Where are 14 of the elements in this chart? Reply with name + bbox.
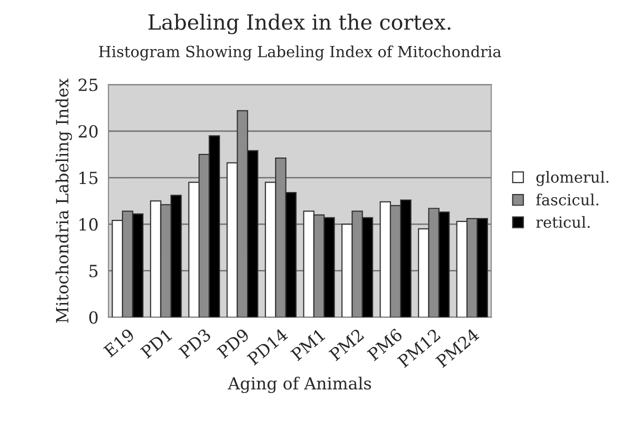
x-tick-label: E19 — [102, 328, 136, 358]
y-tick-label: 25 — [78, 78, 98, 92]
chart-title: Labeling Index in the cortex. — [148, 14, 450, 34]
legend-label: glomerul. — [536, 171, 608, 186]
y-tick-label: 15 — [80, 172, 98, 184]
y-tick-label: 5 — [90, 264, 98, 278]
y-axis-title: Mitochondria Labeling Index — [56, 78, 72, 323]
y-tick-label: 20 — [78, 125, 98, 138]
y-tick-label: 0 — [89, 311, 98, 324]
legend-label: reticul. — [536, 216, 590, 228]
legend-label: fascicul. — [536, 194, 598, 206]
chart-subtitle: Histogram Showing Labeling Index of Mitochondria — [98, 45, 502, 60]
x-axis-title: Aging of Animals — [228, 376, 371, 394]
y-tick-label: 10 — [80, 218, 98, 231]
